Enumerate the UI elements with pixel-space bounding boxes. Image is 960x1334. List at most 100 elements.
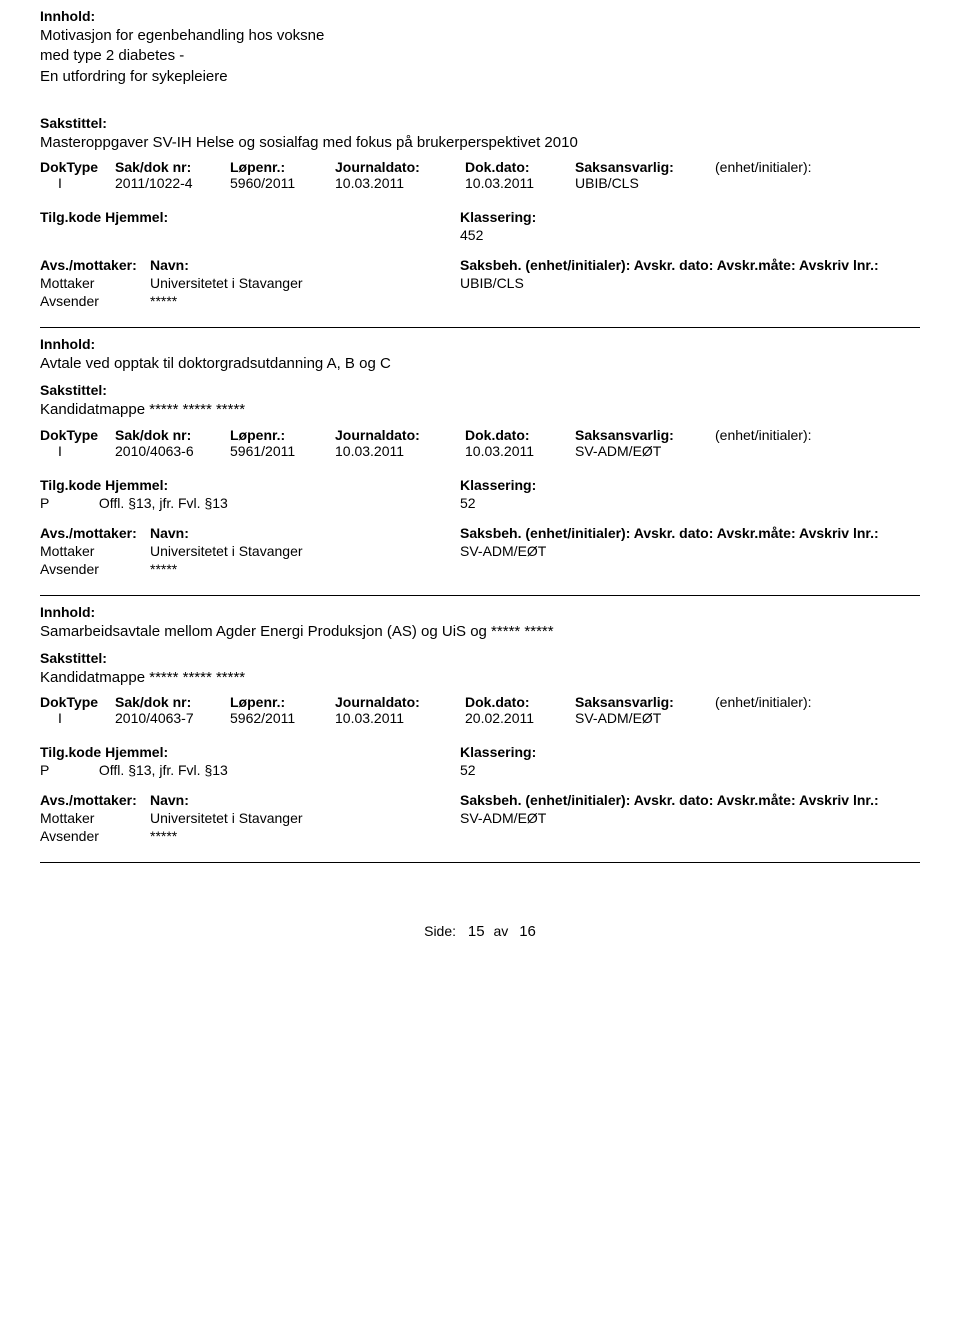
lopenr-value: 5962/2011: [230, 710, 335, 726]
record: Innhold: Avtale ved opptak til doktorgra…: [40, 328, 920, 595]
lopenr-header: Løpenr.:: [230, 427, 335, 443]
hjemmel-label: Hjemmel:: [105, 209, 168, 225]
saksansvarlig-value: SV-ADM/EØT: [575, 710, 715, 726]
innhold-text: Motivasjon for egenbehandling hos voksne…: [40, 26, 920, 87]
avskriv-lnr-label: Avskriv lnr.:: [799, 257, 879, 273]
journaldato-header: Journaldato:: [335, 427, 465, 443]
avskriv-lnr-label: Avskriv lnr.:: [799, 792, 879, 808]
sakdok-value: 2010/4063-6: [115, 443, 230, 459]
tilgkode-hjemmel-label: Tilg.kode Hjemmel:: [40, 209, 460, 225]
avsmottaker-label: Avs./mottaker:: [40, 792, 150, 808]
klass-val-row: P Offl. §13, jfr. Fvl. §13 52: [40, 762, 920, 778]
sakstittel-label: Sakstittel:: [40, 650, 920, 666]
avsender-role: Avsender: [40, 293, 150, 309]
sakstittel-text: Masteroppgaver SV-IH Helse og sosialfag …: [40, 133, 920, 153]
avskriv-lnr-label: Avskriv lnr.:: [799, 525, 879, 541]
journaldato-value: 10.03.2011: [335, 710, 465, 726]
doktype-value-row: I 2010/4063-6 5961/2011 10.03.2011 10.03…: [40, 443, 920, 459]
record-separator: [40, 862, 920, 863]
avskr-mate-label: Avskr.måte:: [717, 257, 796, 273]
avsmottaker-label: Avs./mottaker:: [40, 525, 150, 541]
sakdok-header: Sak/dok nr:: [115, 694, 230, 710]
navn-label: Navn:: [150, 525, 460, 541]
tilg-row: Tilg.kode Hjemmel: Klassering:: [40, 477, 920, 493]
klassering-value: 52: [460, 762, 476, 778]
doktype-header-row: DokType Sak/dok nr: Løpenr.: Journaldato…: [40, 694, 920, 710]
innhold-label: Innhold:: [40, 336, 920, 352]
saksansvarlig-header: Saksansvarlig:: [575, 159, 715, 175]
lopenr-header: Løpenr.:: [230, 159, 335, 175]
sakdok-value: 2010/4063-7: [115, 710, 230, 726]
lopenr-value: 5960/2011: [230, 175, 335, 191]
mottaker-unit: UBIB/CLS: [460, 275, 524, 291]
saksbeh-suffix: (enhet/initialer):: [525, 525, 630, 541]
doktype-value: I: [40, 710, 115, 726]
avsender-role: Avsender: [40, 561, 150, 577]
hjemmel-text: Offl. §13, jfr. Fvl. §13: [99, 495, 228, 511]
dokdato-header: Dok.dato:: [465, 159, 575, 175]
doktype-value: I: [40, 175, 115, 191]
klassering-value: 452: [460, 227, 483, 243]
journaldato-value: 10.03.2011: [335, 175, 465, 191]
page-current: 15: [468, 923, 485, 940]
avsender-row: Avsender *****: [40, 561, 920, 577]
klassering-label: Klassering:: [460, 744, 536, 760]
avskr-dato-label: Avskr. dato:: [634, 792, 714, 808]
navn-label: Navn:: [150, 792, 460, 808]
avsender-name: *****: [150, 293, 460, 309]
tilgkode-label: Tilg.kode: [40, 477, 101, 493]
tilgkode-value: P: [40, 495, 95, 511]
mottaker-role: Mottaker: [40, 810, 150, 826]
avskr-dato-label: Avskr. dato:: [634, 525, 714, 541]
tilgkode-label: Tilg.kode: [40, 209, 101, 225]
hjemmel-label: Hjemmel:: [105, 744, 168, 760]
saksbeh-label: Saksbeh. (enhet/initialer): Avskr. dato:…: [460, 525, 879, 541]
mottaker-name: Universitetet i Stavanger: [150, 810, 460, 826]
sakdok-header: Sak/dok nr:: [115, 159, 230, 175]
avs-header-row: Avs./mottaker: Navn: Saksbeh. (enhet/ini…: [40, 792, 920, 808]
avsender-name: *****: [150, 828, 460, 844]
sakdok-value: 2011/1022-4: [115, 175, 230, 191]
journaldato-header: Journaldato:: [335, 159, 465, 175]
mottaker-unit: SV-ADM/EØT: [460, 543, 546, 559]
avsmottaker-label: Avs./mottaker:: [40, 257, 150, 273]
doktype-header-row: DokType Sak/dok nr: Løpenr.: Journaldato…: [40, 159, 920, 175]
avsender-name: *****: [150, 561, 460, 577]
innhold-label: Innhold:: [40, 8, 920, 24]
saksansvarlig-header: Saksansvarlig:: [575, 427, 715, 443]
sakstittel-label: Sakstittel:: [40, 115, 920, 131]
mottaker-role: Mottaker: [40, 275, 150, 291]
doktype-value-row: I 2010/4063-7 5962/2011 10.03.2011 20.02…: [40, 710, 920, 726]
tilg-row: Tilg.kode Hjemmel: Klassering:: [40, 209, 920, 225]
mottaker-row: Mottaker Universitetet i Stavanger SV-AD…: [40, 543, 920, 559]
side-label: Side:: [424, 923, 456, 939]
saksansvarlig-value: UBIB/CLS: [575, 175, 715, 191]
klassering-value: 52: [460, 495, 476, 511]
hjemmel-value: [40, 227, 460, 243]
journaldato-header: Journaldato:: [335, 694, 465, 710]
saksbeh-text: Saksbeh.: [460, 257, 521, 273]
innhold-text: Avtale ved opptak til doktorgradsutdanni…: [40, 354, 920, 374]
hjemmel-text: Offl. §13, jfr. Fvl. §13: [99, 762, 228, 778]
saksansvarlig-value: SV-ADM/EØT: [575, 443, 715, 459]
enhet-header: (enhet/initialer):: [715, 427, 812, 443]
hjemmel-value: P Offl. §13, jfr. Fvl. §13: [40, 495, 460, 511]
record: Innhold: Samarbeidsavtale mellom Agder E…: [40, 596, 920, 863]
enhet-header: (enhet/initialer):: [715, 159, 812, 175]
lopenr-value: 5961/2011: [230, 443, 335, 459]
tilgkode-value: P: [40, 762, 95, 778]
mottaker-name: Universitetet i Stavanger: [150, 543, 460, 559]
saksbeh-suffix: (enhet/initialer):: [525, 257, 630, 273]
doktype-header: DokType: [40, 694, 115, 710]
dokdato-header: Dok.dato:: [465, 694, 575, 710]
klassering-label: Klassering:: [460, 477, 536, 493]
saksansvarlig-header: Saksansvarlig:: [575, 694, 715, 710]
dokdato-value: 10.03.2011: [465, 443, 575, 459]
saksbeh-suffix: (enhet/initialer):: [525, 792, 630, 808]
hjemmel-label: Hjemmel:: [105, 477, 168, 493]
saksbeh-text: Saksbeh.: [460, 792, 521, 808]
mottaker-name: Universitetet i Stavanger: [150, 275, 460, 291]
klass-val-row: P Offl. §13, jfr. Fvl. §13 52: [40, 495, 920, 511]
avs-header-row: Avs./mottaker: Navn: Saksbeh. (enhet/ini…: [40, 525, 920, 541]
klass-val-row: 452: [40, 227, 920, 243]
